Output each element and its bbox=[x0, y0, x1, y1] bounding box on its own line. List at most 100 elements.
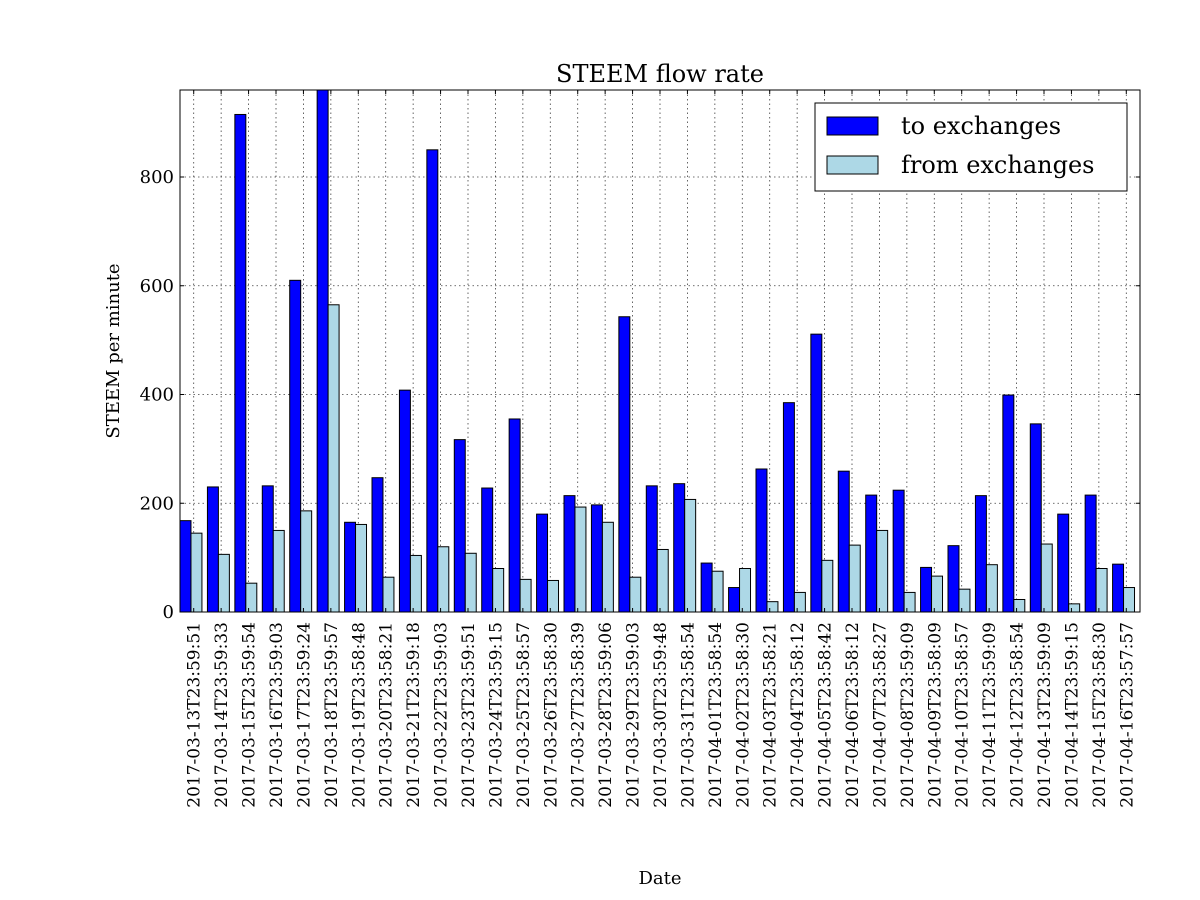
y-tick-label: 600 bbox=[140, 276, 174, 297]
bar-from-exchanges bbox=[876, 529, 889, 613]
bar-to-exchanges bbox=[1057, 513, 1070, 613]
bar-to-exchanges bbox=[645, 485, 658, 613]
legend-label-from-exchanges: from exchanges bbox=[901, 151, 1094, 179]
bar-to-exchanges bbox=[234, 113, 247, 613]
x-tick-label: 2017-03-28T23:59:06 bbox=[596, 622, 616, 808]
bar-from-exchanges bbox=[190, 532, 203, 613]
bar-from-exchanges bbox=[848, 544, 861, 613]
x-tick-label: 2017-03-25T23:58:57 bbox=[514, 622, 534, 808]
bar-from-exchanges bbox=[519, 578, 532, 613]
x-tick-label: 2017-03-13T23:59:51 bbox=[185, 622, 205, 808]
bar-to-exchanges bbox=[1084, 494, 1097, 613]
bar-to-exchanges bbox=[563, 495, 576, 613]
bars bbox=[179, 89, 1136, 613]
bar-from-exchanges bbox=[684, 498, 697, 613]
bar-to-exchanges bbox=[618, 316, 631, 613]
y-tick-label: 800 bbox=[140, 167, 174, 188]
bar-from-exchanges bbox=[601, 521, 614, 613]
x-tick-label: 2017-04-13T23:59:09 bbox=[1035, 622, 1055, 808]
legend-swatch-to-exchanges bbox=[826, 116, 879, 136]
bar-from-exchanges bbox=[711, 570, 724, 613]
bar-from-exchanges bbox=[931, 575, 944, 613]
bar-to-exchanges bbox=[1029, 423, 1042, 613]
x-tick-label: 2017-04-07T23:58:27 bbox=[870, 622, 890, 808]
x-tick-label: 2017-03-17T23:59:24 bbox=[294, 622, 314, 808]
x-tick-label: 2017-03-30T23:59:48 bbox=[651, 622, 671, 808]
bar-to-exchanges bbox=[837, 470, 850, 613]
x-tick-label: 2017-03-21T23:59:18 bbox=[404, 622, 424, 808]
bar-from-exchanges bbox=[464, 552, 477, 613]
x-tick-label: 2017-04-14T23:59:15 bbox=[1062, 622, 1082, 808]
bar-from-exchanges bbox=[985, 564, 998, 613]
x-tick-label: 2017-04-10T23:58:57 bbox=[953, 622, 973, 808]
x-tick-label: 2017-03-31T23:58:54 bbox=[678, 622, 698, 808]
bar-to-exchanges bbox=[755, 468, 768, 613]
bar-from-exchanges bbox=[409, 554, 422, 613]
bar-to-exchanges bbox=[371, 477, 384, 613]
bar-from-exchanges bbox=[903, 591, 916, 613]
bar-to-exchanges bbox=[810, 333, 823, 613]
bar-to-exchanges bbox=[947, 545, 960, 613]
bar-to-exchanges bbox=[316, 89, 329, 613]
x-tick-label: 2017-04-06T23:58:12 bbox=[843, 622, 863, 808]
bar-from-exchanges bbox=[629, 576, 642, 613]
bar-from-exchanges bbox=[766, 601, 779, 613]
bar-to-exchanges bbox=[481, 487, 494, 613]
x-tick-label: 2017-03-24T23:59:15 bbox=[486, 622, 506, 808]
x-tick-label: 2017-03-18T23:59:57 bbox=[322, 622, 342, 808]
bar-to-exchanges bbox=[700, 562, 713, 613]
y-tick-label: 400 bbox=[140, 385, 174, 406]
bar-from-exchanges bbox=[821, 559, 834, 613]
x-tick-label: 2017-04-11T23:59:09 bbox=[980, 622, 1000, 808]
legend-swatch-from-exchanges bbox=[826, 155, 879, 175]
bar-to-exchanges bbox=[426, 149, 439, 613]
bar-from-exchanges bbox=[245, 582, 258, 613]
x-tick-label: 2017-04-15T23:58:30 bbox=[1090, 622, 1110, 808]
x-tick-label: 2017-03-22T23:59:03 bbox=[432, 622, 452, 808]
bar-from-exchanges bbox=[382, 576, 395, 613]
bar-to-exchanges bbox=[782, 402, 795, 613]
x-tick-label: 2017-04-09T23:58:09 bbox=[925, 622, 945, 808]
bar-from-exchanges bbox=[272, 529, 285, 613]
x-tick-label: 2017-04-05T23:58:42 bbox=[816, 622, 836, 808]
x-axis: 2017-03-13T23:59:51 2017-03-14T23:59:33 20… bbox=[185, 90, 1137, 808]
x-tick-label: 2017-03-19T23:58:48 bbox=[349, 622, 369, 808]
x-tick-label: 2017-04-02T23:58:30 bbox=[733, 622, 753, 808]
bar-to-exchanges bbox=[536, 513, 549, 613]
bar-to-exchanges bbox=[206, 486, 219, 613]
y-tick-label: 0 bbox=[163, 602, 174, 623]
bar-from-exchanges bbox=[437, 546, 450, 613]
bar-to-exchanges bbox=[673, 483, 686, 613]
bar-from-exchanges bbox=[1040, 543, 1053, 613]
bar-to-exchanges bbox=[508, 418, 521, 613]
x-tick-label: 2017-03-27T23:58:39 bbox=[569, 622, 589, 808]
chart-title: STEEM flow rate bbox=[556, 60, 764, 88]
bar-to-exchanges bbox=[344, 521, 357, 613]
x-tick-label: 2017-03-14T23:59:33 bbox=[212, 622, 232, 808]
legend-label-to-exchanges: to exchanges bbox=[901, 112, 1061, 140]
bar-from-exchanges bbox=[656, 548, 669, 613]
bar-from-exchanges bbox=[1013, 598, 1026, 613]
bar-to-exchanges bbox=[1002, 394, 1015, 613]
x-tick-label: 2017-04-16T23:57:57 bbox=[1117, 622, 1137, 808]
bar-to-exchanges bbox=[920, 566, 933, 613]
bar-to-exchanges bbox=[398, 389, 411, 613]
x-tick-label: 2017-03-29T23:59:03 bbox=[624, 622, 644, 808]
x-tick-label: 2017-04-04T23:58:12 bbox=[788, 622, 808, 808]
bar-from-exchanges bbox=[300, 510, 313, 613]
bar-from-exchanges bbox=[327, 304, 340, 613]
bar-from-exchanges bbox=[958, 588, 971, 613]
x-tick-label: 2017-04-12T23:58:54 bbox=[1008, 622, 1028, 808]
bar-from-exchanges bbox=[574, 506, 587, 613]
x-tick-label: 2017-03-15T23:59:54 bbox=[240, 622, 260, 808]
bar-from-exchanges bbox=[1068, 603, 1081, 613]
bar-to-exchanges bbox=[289, 279, 302, 613]
bar-to-exchanges bbox=[261, 485, 274, 613]
bar-to-exchanges bbox=[590, 504, 603, 613]
bar-to-exchanges bbox=[179, 520, 192, 613]
bar-from-exchanges bbox=[1123, 587, 1136, 613]
y-axis: 0 200 400 600 800 bbox=[140, 167, 1140, 623]
x-tick-label: 2017-04-08T23:59:09 bbox=[898, 622, 918, 808]
bar-from-exchanges bbox=[217, 553, 230, 613]
